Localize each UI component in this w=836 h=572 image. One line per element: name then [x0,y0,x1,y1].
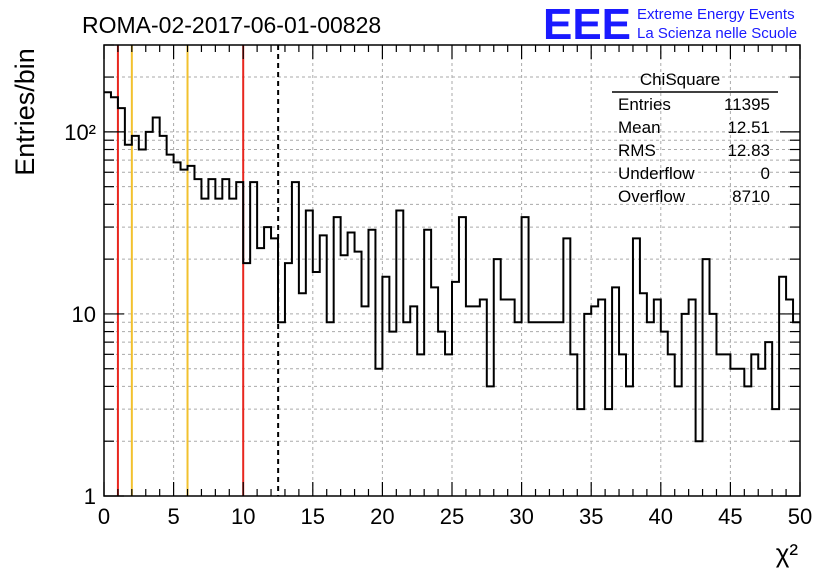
y-tick-label: 10² [64,120,96,145]
x-tick-label: 0 [98,504,110,529]
x-tick-label: 5 [167,504,179,529]
stats-label: Overflow [618,187,686,206]
y-axis-label: Entries/bin [10,48,40,176]
x-axis-label: χ² [776,538,799,568]
stats-label: Mean [618,118,661,137]
stats-value: 8710 [732,187,770,206]
stats-box: ChiSquare Entries 11395 Mean 12.51 RMS 12.83 U… [612,70,778,206]
stats-value: 12.51 [727,118,770,137]
x-tick-label: 40 [649,504,673,529]
x-tick-label: 30 [509,504,533,529]
x-tick-label: 50 [788,504,812,529]
stats-label: RMS [618,141,656,160]
reference-lines [116,45,280,496]
stats-box-title: ChiSquare [640,70,720,89]
stats-value: 11395 [724,95,770,114]
stats-value: 0 [761,164,770,183]
x-tick-label: 10 [231,504,255,529]
y-tick-label: 10 [72,302,96,327]
stats-label: Underflow [618,164,695,183]
x-tick-label: 15 [301,504,325,529]
stats-value: 12.83 [727,141,770,160]
y-tick-label: 1 [84,484,96,509]
y-tick-labels: 1 10 10² [64,120,96,509]
eee-logo: EEE [543,0,631,49]
logo-subtitle-line2: La Scienza nelle Scuole [637,25,797,42]
x-tick-label: 20 [370,504,394,529]
chart-title: ROMA-02-2017-06-01-00828 [82,12,381,38]
axis-ticks [103,44,801,497]
x-tick-label: 35 [579,504,603,529]
logo-subtitle-line1: Extreme Energy Events [637,6,795,23]
histogram-series [104,91,800,443]
x-tick-label: 45 [718,504,742,529]
x-tick-label: 25 [440,504,464,529]
x-tick-labels: 0 5 10 15 20 25 30 35 40 45 50 [98,504,812,529]
stats-label: Entries [618,95,671,114]
